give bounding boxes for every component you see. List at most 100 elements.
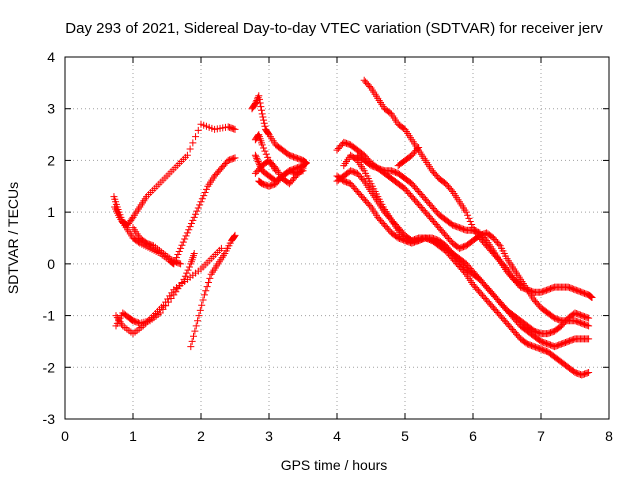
data-point bbox=[162, 302, 170, 310]
data-point bbox=[366, 201, 374, 209]
data-point bbox=[175, 247, 183, 255]
data-point bbox=[192, 210, 200, 218]
data-point bbox=[177, 260, 185, 268]
data-point bbox=[231, 154, 239, 162]
data-point bbox=[583, 369, 591, 377]
data-point bbox=[196, 306, 204, 314]
data-point bbox=[193, 207, 201, 215]
data-point bbox=[156, 309, 164, 317]
data-point bbox=[230, 232, 238, 240]
y-tick-label: 3 bbox=[47, 101, 55, 117]
series-18 bbox=[394, 144, 423, 170]
data-point bbox=[264, 153, 272, 161]
x-tick-label: 8 bbox=[605, 428, 613, 444]
data-point bbox=[230, 154, 238, 162]
data-point bbox=[188, 337, 196, 345]
data-point bbox=[177, 244, 185, 252]
x-tick-label: 2 bbox=[197, 428, 205, 444]
data-point bbox=[253, 156, 261, 164]
data-point bbox=[255, 95, 263, 103]
data-points bbox=[110, 76, 596, 379]
data-point bbox=[464, 211, 472, 219]
data-point bbox=[260, 144, 268, 152]
data-point bbox=[359, 176, 367, 184]
data-point bbox=[194, 317, 202, 325]
x-tick-label: 5 bbox=[401, 428, 409, 444]
y-axis-label: SDTVAR / TECUs bbox=[5, 182, 21, 294]
data-point bbox=[415, 144, 423, 151]
data-point bbox=[183, 269, 191, 277]
y-tick-label: -1 bbox=[43, 308, 56, 324]
data-point bbox=[164, 298, 172, 306]
data-point bbox=[259, 113, 267, 121]
x-tick-label: 3 bbox=[265, 428, 273, 444]
data-point bbox=[202, 287, 210, 295]
data-point bbox=[202, 185, 210, 193]
data-point bbox=[185, 263, 193, 271]
data-point bbox=[255, 92, 263, 100]
data-point bbox=[175, 259, 183, 267]
data-point bbox=[251, 151, 259, 159]
data-point bbox=[272, 167, 280, 175]
data-point bbox=[585, 335, 593, 343]
data-point bbox=[302, 160, 310, 168]
data-point bbox=[184, 266, 192, 274]
y-tick-label: 0 bbox=[47, 256, 55, 272]
data-point bbox=[299, 167, 307, 175]
data-point bbox=[201, 188, 209, 196]
data-point bbox=[183, 229, 191, 237]
data-point bbox=[178, 241, 186, 249]
data-point bbox=[461, 269, 469, 277]
data-point bbox=[167, 295, 175, 303]
series-11 bbox=[251, 131, 280, 175]
data-point bbox=[257, 103, 265, 111]
data-point bbox=[231, 231, 239, 239]
series-16 bbox=[340, 151, 593, 338]
data-point bbox=[585, 314, 593, 322]
data-point bbox=[481, 235, 489, 243]
data-point bbox=[198, 301, 206, 309]
data-point bbox=[200, 291, 208, 299]
y-tick-label: 1 bbox=[47, 204, 55, 220]
data-point bbox=[185, 226, 193, 234]
data-point bbox=[261, 147, 269, 155]
series-5 bbox=[129, 224, 185, 268]
data-point bbox=[258, 106, 266, 114]
data-point bbox=[181, 235, 189, 243]
data-point bbox=[187, 343, 195, 351]
data-point bbox=[128, 215, 136, 223]
data-point bbox=[197, 198, 205, 206]
y-tick-label: -3 bbox=[43, 411, 56, 427]
data-point bbox=[260, 119, 268, 127]
data-point bbox=[190, 213, 198, 221]
series-10 bbox=[255, 167, 307, 190]
data-point bbox=[192, 133, 200, 141]
data-point bbox=[260, 116, 268, 124]
data-point bbox=[252, 153, 260, 161]
data-point bbox=[585, 322, 593, 330]
data-point bbox=[180, 275, 188, 283]
data-point bbox=[194, 126, 202, 134]
data-point bbox=[258, 110, 266, 118]
data-point bbox=[186, 223, 194, 231]
data-point bbox=[261, 122, 269, 130]
y-tick-label: 4 bbox=[47, 49, 55, 65]
series-6 bbox=[187, 231, 239, 351]
data-point bbox=[198, 195, 206, 203]
data-point bbox=[583, 314, 591, 322]
data-point bbox=[204, 278, 212, 286]
data-point bbox=[192, 322, 200, 330]
data-point bbox=[253, 154, 261, 162]
data-point bbox=[159, 305, 167, 313]
data-point bbox=[182, 232, 190, 240]
x-tick-label: 1 bbox=[129, 428, 137, 444]
data-point bbox=[298, 167, 306, 175]
data-point bbox=[587, 293, 595, 301]
data-point bbox=[190, 332, 198, 340]
data-point bbox=[517, 281, 525, 289]
data-point bbox=[413, 145, 421, 153]
data-point bbox=[465, 214, 473, 222]
data-point bbox=[183, 151, 191, 159]
